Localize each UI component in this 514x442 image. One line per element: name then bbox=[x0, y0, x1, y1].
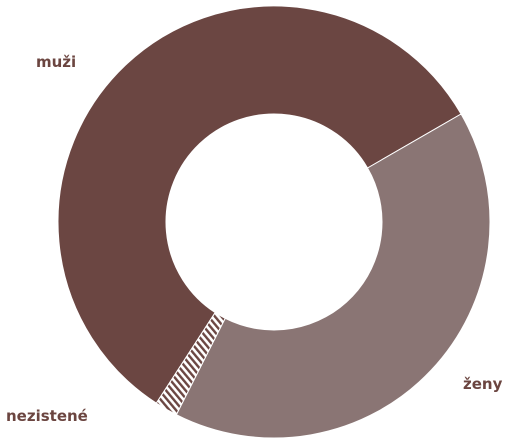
donut-slices bbox=[57, 5, 491, 439]
slice-label-nezistene: nezistené bbox=[6, 407, 88, 425]
slice-zeny bbox=[175, 113, 491, 439]
donut-labels: muži ženy nezistené bbox=[6, 53, 503, 425]
slice-muzi bbox=[57, 5, 462, 404]
slice-label-muzi: muži bbox=[36, 53, 76, 71]
slice-label-zeny: ženy bbox=[463, 375, 503, 393]
slice-nezistene bbox=[155, 311, 226, 416]
